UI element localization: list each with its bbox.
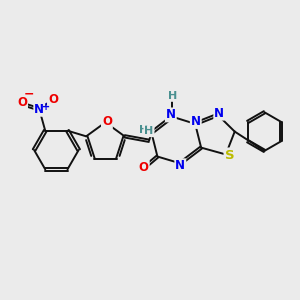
Text: N: N xyxy=(175,159,185,172)
Text: H: H xyxy=(168,91,178,101)
Text: O: O xyxy=(48,93,58,106)
Text: −: − xyxy=(23,88,34,100)
Text: N: N xyxy=(191,115,201,128)
Text: O: O xyxy=(17,96,27,109)
Text: +: + xyxy=(42,102,50,112)
Text: N: N xyxy=(166,108,176,122)
Text: N: N xyxy=(214,106,224,120)
Text: H: H xyxy=(144,126,154,136)
Text: N: N xyxy=(34,103,44,116)
Text: O: O xyxy=(139,161,149,174)
Text: O: O xyxy=(102,115,112,128)
Text: S: S xyxy=(224,148,234,162)
Text: H: H xyxy=(139,125,148,135)
